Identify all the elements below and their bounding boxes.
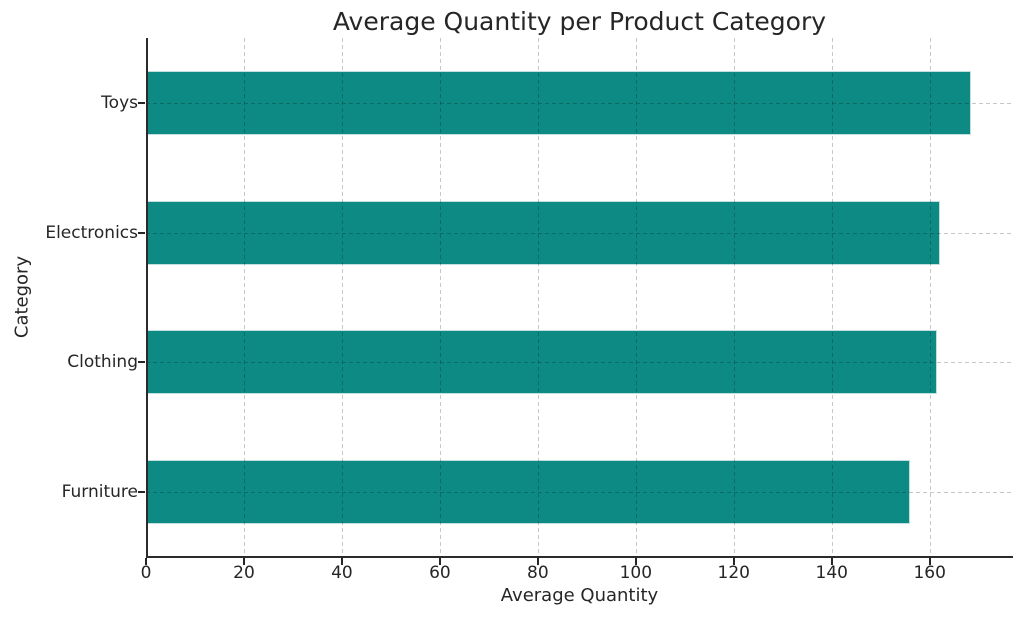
plot-area xyxy=(138,38,1013,565)
y-tick-label: Clothing xyxy=(67,352,138,373)
x-axis-label: Average Quantity xyxy=(500,585,659,606)
x-tick-mark xyxy=(634,558,637,565)
vertical-gridline xyxy=(243,38,245,557)
vertical-gridline xyxy=(537,38,539,557)
x-tick-labels: 0 20 40 60 80 100 120 140 160 xyxy=(141,563,1013,585)
bar-electronics xyxy=(146,201,940,265)
x-tick-mark xyxy=(732,558,735,565)
y-tick-label: Toys xyxy=(101,92,138,113)
y-tick-mark xyxy=(138,231,145,234)
x-tick-label: 120 xyxy=(717,563,751,583)
x-tick-mark xyxy=(242,558,245,565)
x-tick-label: 140 xyxy=(815,563,848,583)
x-axis-spine xyxy=(146,556,1013,558)
vertical-gridline xyxy=(439,38,441,557)
vertical-gridline xyxy=(635,38,637,557)
x-tick-label: 60 xyxy=(429,563,451,583)
horizontal-gridline xyxy=(146,492,1013,494)
y-tick-mark xyxy=(138,101,145,104)
x-tick-mark xyxy=(928,558,931,565)
vertical-gridline xyxy=(929,38,931,557)
horizontal-gridline xyxy=(146,102,1013,104)
x-tick-mark xyxy=(438,558,441,565)
bar-clothing xyxy=(146,330,937,394)
vertical-gridline xyxy=(831,38,833,557)
horizontal-gridline xyxy=(146,232,1013,234)
x-tick-label: 40 xyxy=(331,563,353,583)
y-tick-mark xyxy=(138,491,145,494)
y-tick-label: Electronics xyxy=(45,222,138,243)
x-tick-mark xyxy=(340,558,343,565)
chart-title: Average Quantity per Product Category xyxy=(332,7,827,36)
vertical-gridline xyxy=(733,38,735,557)
x-tick-mark xyxy=(145,558,147,565)
x-tick-label: 80 xyxy=(527,563,549,583)
x-tick-label: 0 xyxy=(140,563,152,583)
x-tick-label: 160 xyxy=(913,563,946,583)
x-tick-label: 20 xyxy=(233,563,255,583)
horizontal-gridline xyxy=(146,362,1013,364)
y-tick-mark xyxy=(138,361,145,364)
x-tick-label: 100 xyxy=(619,563,653,583)
bar-furniture xyxy=(146,460,910,524)
y-tick-labels: Toys Electronics Clothing Furniture xyxy=(0,38,138,557)
x-tick-mark xyxy=(830,558,833,565)
y-axis-spine xyxy=(146,38,148,557)
y-tick-label: Furniture xyxy=(61,482,138,503)
bar-toys xyxy=(146,71,971,135)
x-tick-mark xyxy=(536,558,539,565)
vertical-gridline xyxy=(341,38,343,557)
